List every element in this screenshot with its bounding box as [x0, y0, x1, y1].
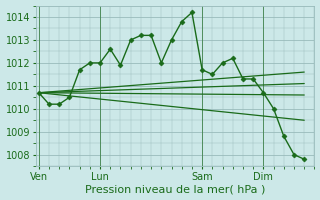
- X-axis label: Pression niveau de la mer( hPa ): Pression niveau de la mer( hPa ): [85, 184, 265, 194]
